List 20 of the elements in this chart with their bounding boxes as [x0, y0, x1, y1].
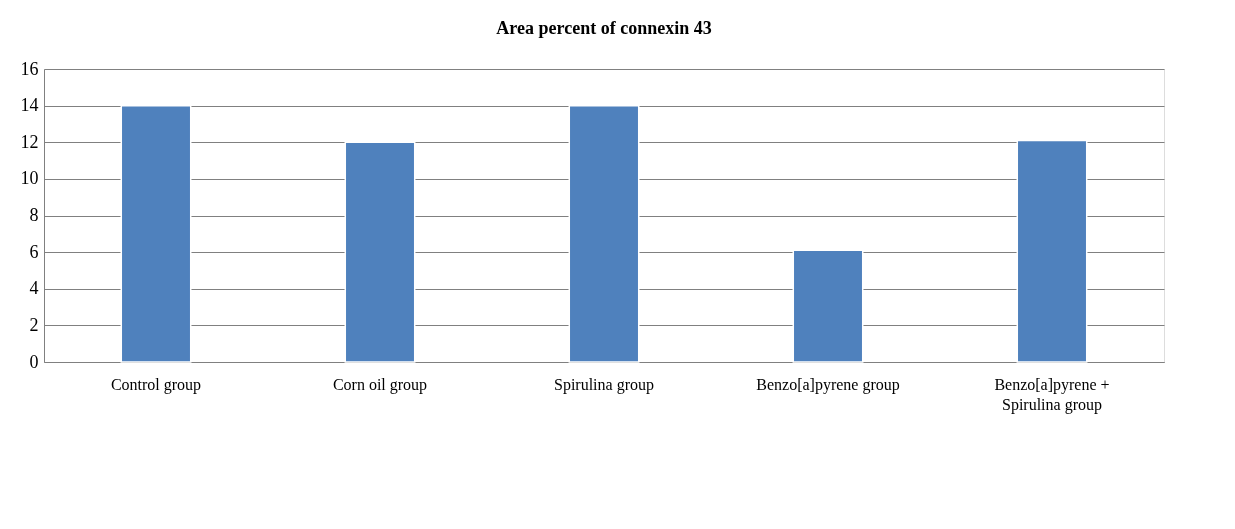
x-tick-label: Benzo[a]pyrene + Spirulina group	[994, 375, 1110, 414]
bar	[120, 104, 192, 363]
y-tick-label: 8	[29, 205, 39, 225]
y-tick-label: 0	[29, 351, 39, 372]
x-tick-label: Benzo[a]pyrene group	[756, 375, 900, 394]
chart-title: Area percent of connexin 43	[496, 18, 712, 38]
x-tick-label: Control group	[110, 375, 202, 394]
bar	[344, 141, 416, 363]
y-tick-label: 6	[29, 241, 39, 262]
y-tick-label: 16	[20, 58, 39, 79]
y-tick-label: 4	[29, 278, 39, 299]
x-tick-label: Spirulina group	[554, 375, 654, 394]
y-tick-label: 10	[20, 168, 39, 189]
x-tick-label: Corn oil group	[332, 375, 428, 394]
bar	[1016, 139, 1088, 363]
y-tick-label: 2	[29, 314, 39, 335]
y-tick-label: 12	[20, 131, 39, 152]
bar	[792, 249, 864, 363]
y-tick-label: 14	[20, 95, 39, 116]
bar	[568, 104, 640, 363]
